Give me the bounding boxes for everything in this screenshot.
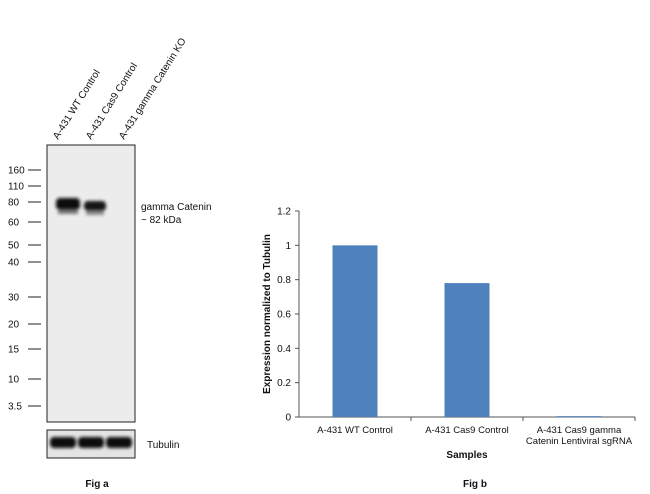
y-tick-label: 0.4 — [277, 344, 291, 355]
marker-label: 110 — [8, 182, 24, 193]
bar — [332, 245, 378, 417]
y-tick-label: 1 — [285, 241, 291, 252]
y-tick-label: 0 — [285, 413, 291, 424]
y-ticks: 0 0.2 0.4 0.6 0.8 1 1.2 — [277, 207, 299, 424]
x-tick-label: A-431 Cas9 Control — [425, 425, 508, 436]
y-tick-label: 0.6 — [277, 310, 291, 321]
marker-label: 40 — [8, 258, 20, 269]
lane-labels: A-431 WT Control A-431 Cas9 Control A-43… — [51, 36, 189, 141]
bar-chart: 00.20.40.60.811.2 A-431 WT Control A-431 … — [262, 207, 636, 490]
band-cas9 — [84, 201, 106, 211]
tubulin-bands — [50, 437, 132, 448]
fig-b-caption: Fig b — [463, 479, 487, 490]
x-tick-label: Catenin Lentiviral sgRNA — [526, 436, 633, 447]
fig-a-caption: Fig a — [85, 479, 109, 490]
bars — [332, 245, 602, 418]
band-size-label: ~ 82 kDa — [141, 215, 182, 226]
marker-label: 60 — [8, 218, 20, 229]
y-tick-label: 1.2 — [277, 207, 291, 218]
y-axis-title: Expression normalized to Tubulin — [262, 234, 273, 394]
marker-label: 10 — [8, 375, 20, 386]
marker-label: 160 — [8, 166, 25, 177]
marker-label: 15 — [8, 345, 20, 356]
x-tick-labels: A-431 WT Control A-431 Cas9 Control A-431 … — [317, 417, 636, 447]
marker-label: 20 — [8, 320, 20, 331]
y-tick-label: 0.8 — [277, 275, 291, 286]
lane-label: A-431 gamma Catenin KO — [117, 36, 189, 141]
x-tick-label: A-431 WT Control — [317, 425, 393, 436]
bar — [444, 283, 490, 417]
blot-membrane — [46, 144, 136, 423]
marker-label: 50 — [8, 241, 20, 252]
band-label: gamma Catenin — [141, 202, 212, 213]
y-tick-label: 0.2 — [277, 378, 291, 389]
bar — [556, 416, 602, 418]
band-wt — [56, 198, 80, 210]
x-axis-title: Samples — [446, 450, 488, 461]
marker-label: 3.5 — [8, 402, 22, 413]
gamma-catenin-bands — [56, 198, 106, 215]
x-tick-label: A-431 Cas9 gamma — [537, 425, 622, 436]
western-blot: A-431 WT Control A-431 Cas9 Control A-43… — [8, 36, 212, 490]
marker-label: 30 — [8, 293, 20, 304]
mw-markers: 160 110 80 60 50 40 30 20 15 10 3.5 — [8, 166, 41, 413]
tubulin-label: Tubulin — [147, 440, 179, 451]
marker-label: 80 — [8, 198, 20, 209]
